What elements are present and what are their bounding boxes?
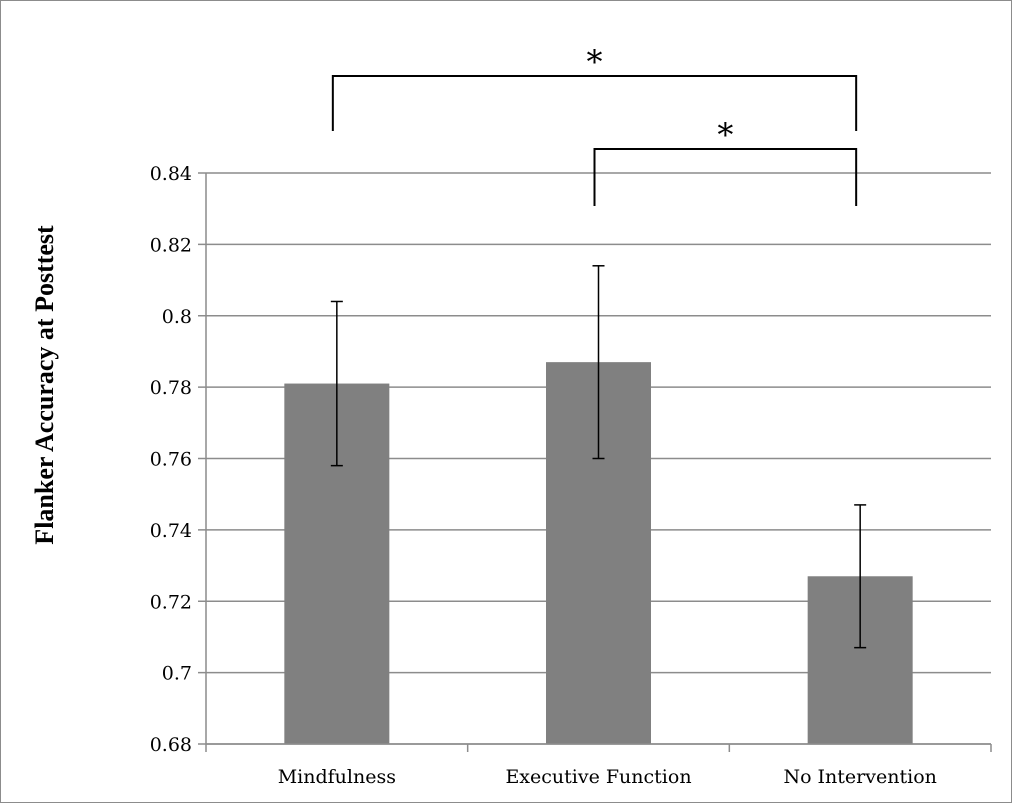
bars — [284, 362, 913, 744]
y-tick-label: 0.76 — [150, 449, 192, 471]
y-tick-label: 0.72 — [150, 591, 192, 613]
y-tick-label: 0.7 — [162, 663, 192, 685]
error-bars — [330, 265, 867, 649]
y-tick-label: 0.74 — [150, 520, 192, 542]
y-tick-label: 0.8 — [162, 306, 192, 328]
significance-brackets: ** — [331, 43, 858, 206]
x-category-label: Executive Function — [505, 766, 691, 788]
significance-bracket — [331, 75, 858, 131]
y-axis-title: Flanker Accuracy at Posttest — [30, 225, 59, 545]
significance-star: * — [587, 43, 603, 81]
y-tick-label: 0.82 — [150, 234, 192, 256]
axes — [205, 173, 992, 752]
category-labels: Mindfulness Executive Function No Interven… — [278, 766, 937, 788]
significance-bracket — [593, 148, 858, 206]
y-tick-labels: 0.68 0.7 0.72 0.74 0.76 0.78 0.8 0.82 0.84 — [150, 163, 192, 756]
y-tick-label: 0.78 — [150, 377, 192, 399]
y-tick-label: 0.68 — [150, 734, 192, 756]
significance-star: * — [717, 116, 733, 154]
y-tick-label: 0.84 — [150, 163, 192, 185]
x-category-label: Mindfulness — [278, 766, 396, 788]
x-category-label: No Intervention — [783, 766, 936, 788]
